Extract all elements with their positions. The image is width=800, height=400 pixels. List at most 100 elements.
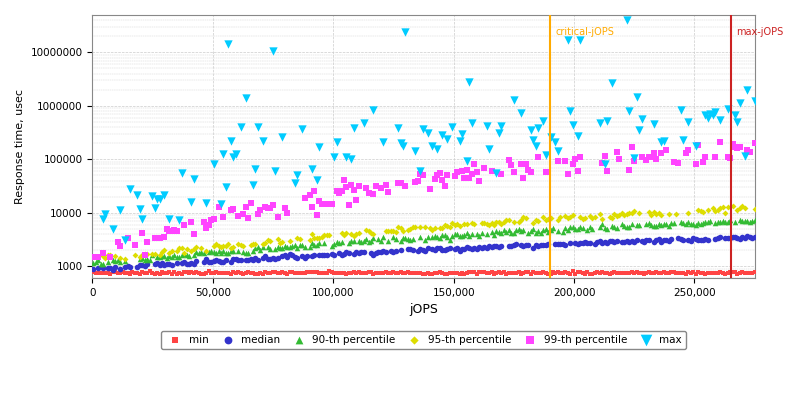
99-th percentile	[205, 217, 218, 223]
median	[217, 258, 230, 265]
max	[187, 176, 200, 182]
min	[118, 270, 131, 276]
90-th percentile	[443, 236, 456, 243]
95-th percentile	[438, 222, 451, 228]
99-th percentile	[741, 147, 754, 153]
median	[672, 235, 685, 242]
95-th percentile	[244, 242, 257, 248]
99-th percentile	[313, 197, 326, 204]
min	[402, 269, 414, 275]
95-th percentile	[542, 216, 554, 222]
min	[738, 270, 751, 276]
max	[276, 134, 289, 140]
min	[259, 269, 272, 275]
median	[354, 249, 367, 256]
95-th percentile	[320, 232, 333, 238]
min	[190, 269, 203, 276]
min	[264, 270, 277, 276]
median	[150, 260, 163, 266]
max	[714, 116, 726, 123]
min	[360, 270, 373, 276]
median	[635, 238, 648, 244]
90-th percentile	[222, 250, 234, 256]
95-th percentile	[458, 221, 471, 228]
99-th percentile	[640, 156, 653, 163]
min	[581, 269, 594, 275]
min	[424, 270, 437, 277]
median	[527, 244, 540, 251]
90-th percentile	[347, 238, 360, 245]
99-th percentile	[438, 183, 451, 189]
99-th percentile	[436, 177, 449, 183]
min	[429, 269, 442, 276]
min	[438, 270, 451, 277]
median	[514, 242, 527, 248]
median	[212, 258, 225, 264]
min	[358, 270, 370, 276]
min	[106, 269, 119, 275]
min	[414, 270, 426, 276]
95-th percentile	[466, 220, 478, 226]
median	[138, 262, 151, 269]
median	[92, 265, 105, 271]
median	[114, 266, 126, 272]
90-th percentile	[187, 252, 200, 259]
min	[92, 270, 105, 276]
95-th percentile	[249, 241, 262, 247]
99-th percentile	[448, 173, 461, 179]
99-th percentile	[598, 153, 611, 159]
min	[729, 269, 742, 276]
90-th percentile	[456, 232, 469, 239]
max	[514, 110, 527, 116]
min	[352, 268, 365, 275]
95-th percentile	[461, 220, 474, 227]
median	[581, 240, 594, 246]
90-th percentile	[271, 244, 284, 250]
99-th percentile	[266, 202, 279, 208]
99-th percentile	[411, 178, 424, 184]
95-th percentile	[519, 215, 532, 222]
90-th percentile	[748, 217, 761, 223]
max	[562, 36, 574, 43]
max	[677, 137, 690, 143]
90-th percentile	[709, 219, 722, 226]
median	[736, 234, 749, 240]
min	[692, 269, 705, 275]
max	[628, 155, 641, 161]
max	[594, 120, 606, 126]
max	[461, 158, 474, 165]
99-th percentile	[298, 195, 311, 201]
95-th percentile	[551, 216, 564, 223]
max	[748, 98, 761, 104]
95-th percentile	[530, 217, 542, 224]
median	[141, 261, 154, 268]
99-th percentile	[303, 192, 316, 198]
median	[638, 239, 650, 245]
max	[207, 161, 220, 167]
99-th percentile	[367, 191, 380, 197]
min	[512, 269, 525, 275]
median	[190, 258, 203, 264]
95-th percentile	[502, 217, 515, 223]
median	[421, 245, 434, 252]
99-th percentile	[456, 168, 469, 174]
95-th percentile	[136, 252, 149, 258]
median	[178, 258, 190, 265]
90-th percentile	[532, 228, 545, 234]
median	[365, 250, 378, 256]
max	[131, 192, 144, 198]
95-th percentile	[318, 232, 330, 239]
95-th percentile	[104, 252, 117, 258]
min	[650, 269, 662, 276]
min	[193, 270, 206, 276]
99-th percentile	[626, 144, 638, 150]
min	[475, 269, 488, 275]
95-th percentile	[109, 253, 122, 259]
95-th percentile	[512, 219, 525, 225]
95-th percentile	[217, 243, 230, 249]
median	[458, 246, 471, 252]
95-th percentile	[603, 214, 616, 220]
95-th percentile	[313, 235, 326, 242]
median	[244, 256, 257, 262]
99-th percentile	[514, 161, 527, 168]
